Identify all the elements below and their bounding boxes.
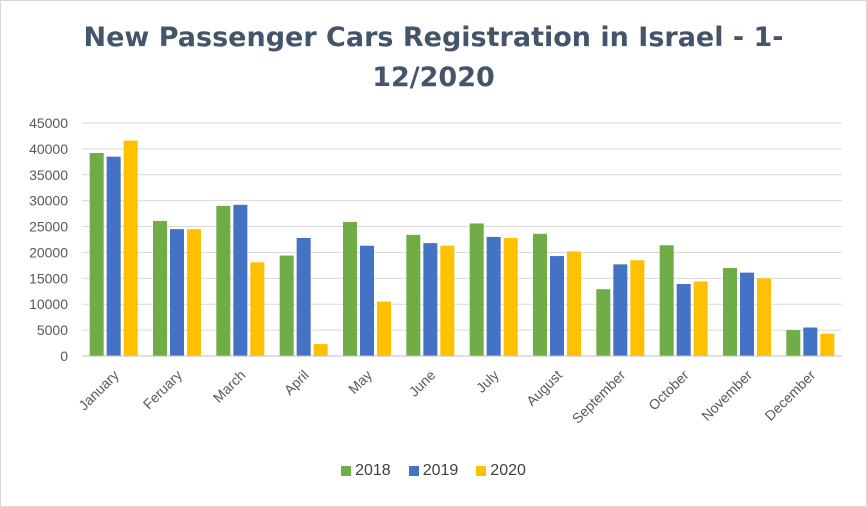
bar-2020-april <box>313 344 328 356</box>
bar-2019-january <box>106 156 121 356</box>
legend-swatch <box>341 466 352 476</box>
x-tick-label: November <box>698 367 755 424</box>
x-tick-label: January <box>75 367 122 414</box>
legend-label: 2018 <box>355 462 391 479</box>
y-tick-label: 15000 <box>29 270 68 286</box>
bar-2019-august <box>550 256 564 356</box>
bar-2020-january <box>123 140 138 356</box>
x-tick-label: May <box>345 367 375 397</box>
y-tick-label: 40000 <box>29 141 68 157</box>
bar-2019-november <box>740 272 754 356</box>
bar-2020-march <box>250 262 265 356</box>
y-tick-label: 0 <box>60 348 68 364</box>
chart-legend: 2018 2019 2020 <box>0 462 867 480</box>
bar-2019-september <box>613 264 628 356</box>
bar-2019-june <box>423 243 438 356</box>
bar-2020-september <box>630 260 645 356</box>
bar-2019-october <box>676 284 691 356</box>
y-tick-label: 45000 <box>29 115 68 131</box>
bar-2018-october <box>659 245 674 356</box>
x-tick-label: March <box>210 367 249 406</box>
legend-item-2019: 2019 <box>408 462 459 480</box>
bar-2018-may <box>343 221 357 356</box>
x-tick-label: September <box>569 367 629 427</box>
bar-2019-july <box>486 236 501 356</box>
bar-2018-june <box>406 234 421 356</box>
bar-2019-december <box>803 327 818 356</box>
bar-2018-august <box>533 233 547 356</box>
y-tick-label: 35000 <box>29 167 68 183</box>
bar-2018-january <box>89 153 104 356</box>
y-tick-label: 25000 <box>29 219 68 235</box>
chart-title: New Passenger Cars Registration in Israe… <box>0 18 867 98</box>
legend-label: 2020 <box>490 462 526 479</box>
bar-2020-december <box>820 333 835 356</box>
bar-2019-feruary <box>170 229 184 356</box>
y-tick-label: 10000 <box>29 296 68 312</box>
x-tick-label: Feruary <box>140 367 185 412</box>
y-tick-label: 30000 <box>29 193 68 209</box>
chart-title-line2: 12/2020 <box>372 62 495 93</box>
bar-2020-july <box>503 237 518 356</box>
bar-2018-april <box>279 255 294 356</box>
legend-item-2020: 2020 <box>476 462 526 480</box>
bar-2018-feruary <box>153 220 167 356</box>
x-tick-label: August <box>523 367 565 409</box>
x-tick-label: June <box>406 367 439 400</box>
bar-2020-november <box>757 278 771 356</box>
x-tick-label: April <box>281 367 312 398</box>
bar-2019-march <box>233 204 248 356</box>
legend-swatch <box>476 466 487 476</box>
bar-2020-june <box>440 245 455 356</box>
bar-2020-feruary <box>187 229 201 356</box>
bar-2020-august <box>567 251 581 356</box>
x-tick-label: July <box>473 367 502 396</box>
chart-title-line1: New Passenger Cars Registration in Israe… <box>83 22 784 53</box>
x-tick-label: December <box>761 367 818 424</box>
legend-swatch <box>408 466 419 476</box>
bar-2019-april <box>296 237 311 356</box>
legend-item-2018: 2018 <box>341 462 391 480</box>
bar-2020-october <box>693 281 708 356</box>
x-tick-label: October <box>645 367 692 414</box>
bar-2018-september <box>596 289 611 356</box>
bar-2018-november <box>723 267 737 356</box>
y-tick-label: 20000 <box>29 244 68 260</box>
bar-2018-december <box>786 330 801 356</box>
legend-label: 2019 <box>422 462 459 479</box>
bar-2020-may <box>377 301 391 356</box>
bar-2018-march <box>216 205 231 356</box>
bar-2018-july <box>469 223 484 356</box>
y-tick-label: 5000 <box>37 322 68 338</box>
bar-2019-may <box>360 245 374 356</box>
